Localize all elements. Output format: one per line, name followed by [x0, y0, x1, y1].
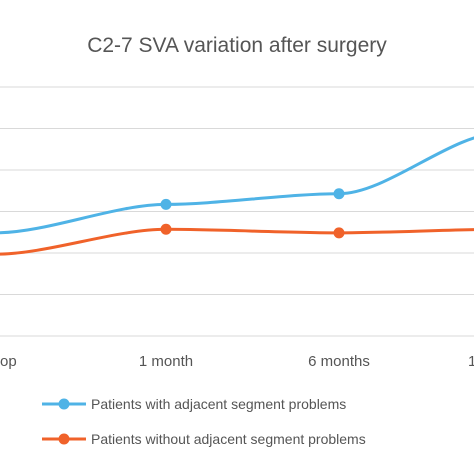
series-0-point-1: [160, 198, 172, 210]
series-line-1: [0, 227, 474, 256]
x-tick-label: 1 month: [139, 353, 193, 370]
legend-swatch-with-problems-marker: [58, 398, 70, 410]
series-1-point-1: [160, 223, 172, 235]
legend-entry-with-problems: Patients with adjacent segment problems: [42, 396, 346, 412]
x-axis-tick-labels: op 1 month 6 months 1: [0, 353, 474, 370]
series-1-point-2: [333, 227, 345, 239]
x-tick-label: op: [0, 353, 17, 370]
x-tick-label: 6 months: [308, 353, 370, 370]
series-line-0: [0, 136, 474, 235]
series-0-point-2: [333, 188, 345, 200]
x-tick-label: 1: [468, 353, 474, 370]
legend-swatch-without-problems-marker: [58, 433, 70, 445]
legend: Patients with adjacent segment problems …: [42, 396, 366, 447]
chart-title: C2-7 SVA variation after surgery: [87, 34, 387, 57]
legend-label-without-problems: Patients without adjacent segment proble…: [91, 431, 366, 447]
gridlines: [0, 86, 474, 337]
legend-entry-without-problems: Patients without adjacent segment proble…: [42, 431, 366, 447]
series-layer: [0, 136, 474, 256]
legend-label-with-problems: Patients with adjacent segment problems: [91, 396, 346, 412]
